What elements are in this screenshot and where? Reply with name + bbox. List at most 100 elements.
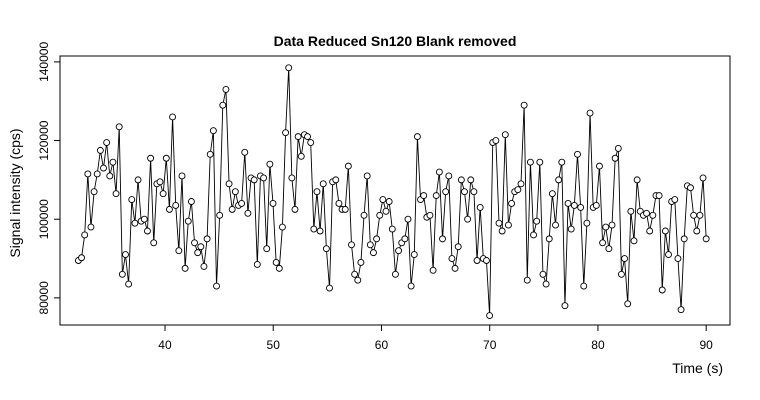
data-point <box>658 286 666 294</box>
data-point <box>498 227 506 235</box>
data-point <box>313 188 321 196</box>
data-point <box>376 211 384 219</box>
data-point <box>263 245 271 253</box>
data-point <box>260 174 268 182</box>
x-tick-label: 50 <box>267 338 281 352</box>
data-point <box>611 154 619 162</box>
data-point <box>241 148 249 156</box>
data-point <box>536 158 544 166</box>
data-point <box>282 129 290 137</box>
data-point <box>699 174 707 182</box>
data-point <box>203 235 211 243</box>
data-point <box>231 188 239 196</box>
data-point <box>605 245 613 253</box>
data-point <box>366 241 374 249</box>
chart-title: Data Reduced Sn120 Blank removed <box>274 33 517 49</box>
data-point <box>310 225 318 233</box>
data-point <box>209 127 217 135</box>
data-point <box>341 205 349 213</box>
data-point <box>128 196 136 203</box>
data-point <box>567 225 575 233</box>
data-point <box>420 192 428 200</box>
data-point <box>370 249 377 257</box>
data-point <box>278 223 286 231</box>
x-axis-label: Time (s) <box>672 360 723 376</box>
data-point <box>552 221 559 229</box>
data-point <box>687 184 694 192</box>
data-point <box>322 245 330 253</box>
data-point <box>674 255 682 262</box>
data-point <box>627 207 635 215</box>
data-point <box>577 203 585 211</box>
data-point <box>357 259 365 266</box>
data-point <box>159 190 167 198</box>
data-point <box>100 164 107 172</box>
data-point <box>134 176 142 184</box>
data-point <box>294 133 302 141</box>
data-point <box>401 235 409 243</box>
y-axis-label: Signal intensity (cps) <box>7 128 23 257</box>
data-point <box>272 259 280 266</box>
data-point <box>596 162 603 170</box>
data-point <box>508 200 516 207</box>
data-point <box>118 270 126 278</box>
data-point <box>388 225 396 233</box>
data-point <box>580 282 588 290</box>
data-point <box>555 176 563 184</box>
data-point <box>84 170 92 178</box>
data-point <box>379 196 387 203</box>
data-point <box>194 249 202 257</box>
data-point <box>677 306 685 314</box>
data-point <box>216 211 224 219</box>
data-point <box>542 280 550 288</box>
data-point <box>533 217 541 225</box>
data-point <box>291 205 299 213</box>
data-point <box>109 158 117 166</box>
y-tick-label: 80000 <box>37 281 51 315</box>
data-point <box>344 162 352 170</box>
data-point <box>451 264 459 272</box>
data-point <box>464 215 472 223</box>
data-point <box>661 227 669 235</box>
data-point <box>702 235 710 243</box>
data-point <box>523 276 531 284</box>
x-tick-label: 40 <box>158 338 172 352</box>
data-point <box>225 180 233 188</box>
data-point <box>131 219 139 227</box>
data-point <box>319 180 327 188</box>
data-point <box>630 237 638 245</box>
data-point <box>316 227 324 235</box>
data-point <box>222 85 230 93</box>
data-point <box>461 188 468 196</box>
data-point <box>78 254 85 262</box>
data-point <box>445 172 453 180</box>
data-point <box>530 231 537 239</box>
x-tick-label: 90 <box>700 338 714 352</box>
data-point <box>169 113 177 121</box>
data-point <box>332 176 340 184</box>
data-point <box>655 192 663 200</box>
data-point <box>348 241 355 249</box>
data-point <box>504 221 512 229</box>
data-point <box>545 235 553 243</box>
data-point <box>275 264 283 272</box>
data-point <box>150 239 158 247</box>
data-point <box>583 219 591 227</box>
data-point <box>165 205 173 213</box>
data-point <box>483 257 490 264</box>
data-point <box>442 188 450 196</box>
data-point <box>602 223 610 231</box>
data-point <box>617 270 625 278</box>
data-point <box>140 215 148 223</box>
data-point <box>432 192 440 200</box>
data-point <box>690 211 698 219</box>
data-point <box>558 158 566 166</box>
data-point <box>473 257 481 264</box>
data-point <box>307 139 315 146</box>
data-point <box>81 231 89 239</box>
data-point <box>492 137 500 145</box>
data-point <box>382 207 390 215</box>
data-point <box>457 176 465 184</box>
data-point <box>269 200 277 207</box>
